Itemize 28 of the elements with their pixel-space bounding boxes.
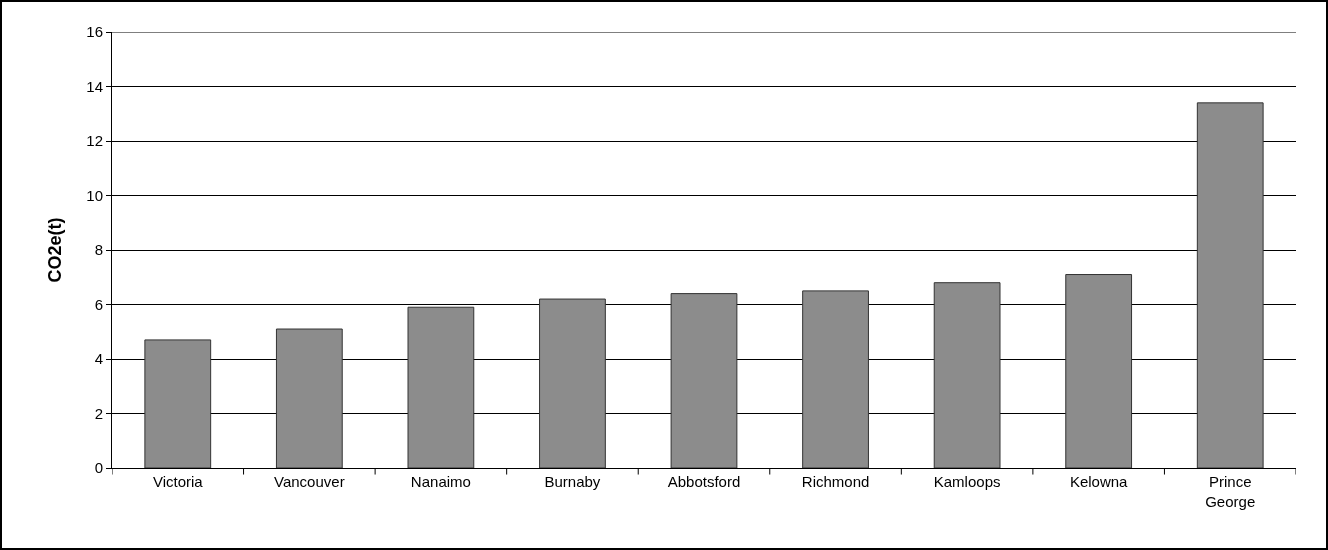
x-tick-label: Prince George: [1205, 473, 1256, 510]
x-tick-label: Kelowna: [1069, 473, 1129, 490]
y-axis-title: CO2e(t): [44, 217, 65, 283]
y-tick-label: 6: [94, 295, 103, 313]
bar: [275, 328, 343, 468]
y-tick-label: 16: [86, 23, 103, 41]
x-tick-label: Victoria: [152, 473, 204, 490]
bar: [144, 339, 212, 468]
bar: [670, 293, 738, 468]
x-tick-label: Kamloops: [933, 473, 1001, 490]
x-tick-label: Burnaby: [544, 473, 601, 490]
x-tick-label: Abbotsford: [667, 473, 741, 490]
y-tick-label: 14: [86, 77, 103, 95]
bar: [1065, 274, 1133, 468]
y-tick-label: 8: [94, 241, 103, 259]
y-tick-label: 12: [86, 132, 103, 150]
y-tick-label: 0: [94, 459, 103, 477]
y-tick-label: 2: [94, 404, 103, 422]
bar: [1196, 102, 1264, 468]
x-tick-label: Vancouver: [274, 473, 345, 490]
x-tick-label: Richmond: [801, 473, 870, 490]
y-tick-label: 10: [86, 186, 103, 204]
bar: [407, 306, 475, 468]
bar: [802, 290, 869, 468]
y-tick-label: 4: [94, 350, 103, 368]
bar: [539, 298, 606, 468]
bar: [933, 282, 1001, 468]
x-tick-label: Nanaimo: [410, 473, 471, 490]
